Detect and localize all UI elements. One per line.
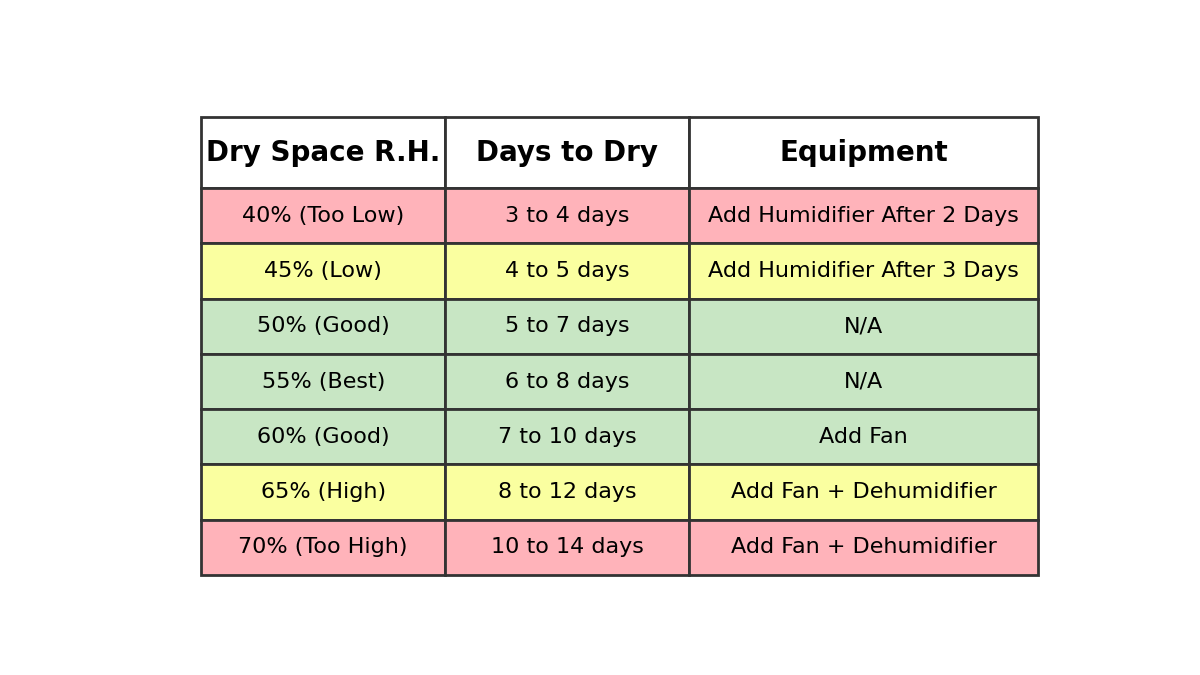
Text: N/A: N/A xyxy=(844,371,883,392)
Text: Days to Dry: Days to Dry xyxy=(476,139,659,167)
Text: 45% (Low): 45% (Low) xyxy=(264,261,382,281)
Bar xyxy=(202,354,445,409)
Bar xyxy=(202,244,445,299)
Text: Add Fan + Dehumidifier: Add Fan + Dehumidifier xyxy=(731,482,997,502)
Text: Dry Space R.H.: Dry Space R.H. xyxy=(206,139,440,167)
Text: 7 to 10 days: 7 to 10 days xyxy=(498,427,637,447)
Bar xyxy=(690,409,1038,464)
Bar xyxy=(445,520,690,574)
Text: 4 to 5 days: 4 to 5 days xyxy=(505,261,630,281)
Text: 8 to 12 days: 8 to 12 days xyxy=(498,482,637,502)
Bar xyxy=(445,409,690,464)
Text: 10 to 14 days: 10 to 14 days xyxy=(491,537,644,557)
Text: Equipment: Equipment xyxy=(780,139,948,167)
Bar xyxy=(445,188,690,244)
Bar xyxy=(202,520,445,574)
Bar xyxy=(202,117,445,188)
Text: 60% (Good): 60% (Good) xyxy=(257,427,390,447)
Text: N/A: N/A xyxy=(844,317,883,336)
Bar xyxy=(690,117,1038,188)
Bar xyxy=(690,520,1038,574)
Bar xyxy=(690,464,1038,520)
Text: Add Humidifier After 3 Days: Add Humidifier After 3 Days xyxy=(708,261,1019,281)
Bar xyxy=(202,188,445,244)
Text: 5 to 7 days: 5 to 7 days xyxy=(505,317,630,336)
Text: 50% (Good): 50% (Good) xyxy=(257,317,390,336)
Text: 3 to 4 days: 3 to 4 days xyxy=(505,206,630,226)
Bar xyxy=(690,244,1038,299)
Bar xyxy=(445,244,690,299)
Bar xyxy=(445,464,690,520)
Bar xyxy=(690,354,1038,409)
Text: 6 to 8 days: 6 to 8 days xyxy=(505,371,630,392)
Bar xyxy=(202,299,445,354)
Bar xyxy=(202,464,445,520)
Bar xyxy=(445,299,690,354)
Bar xyxy=(445,117,690,188)
Text: Add Fan: Add Fan xyxy=(820,427,908,447)
Text: Add Fan + Dehumidifier: Add Fan + Dehumidifier xyxy=(731,537,997,557)
Text: 65% (High): 65% (High) xyxy=(260,482,385,502)
Bar xyxy=(445,354,690,409)
Bar xyxy=(202,409,445,464)
Text: 55% (Best): 55% (Best) xyxy=(262,371,385,392)
Text: 70% (Too High): 70% (Too High) xyxy=(239,537,408,557)
Text: Add Humidifier After 2 Days: Add Humidifier After 2 Days xyxy=(708,206,1019,226)
Bar xyxy=(690,299,1038,354)
Bar xyxy=(690,188,1038,244)
Text: 40% (Too Low): 40% (Too Low) xyxy=(242,206,404,226)
